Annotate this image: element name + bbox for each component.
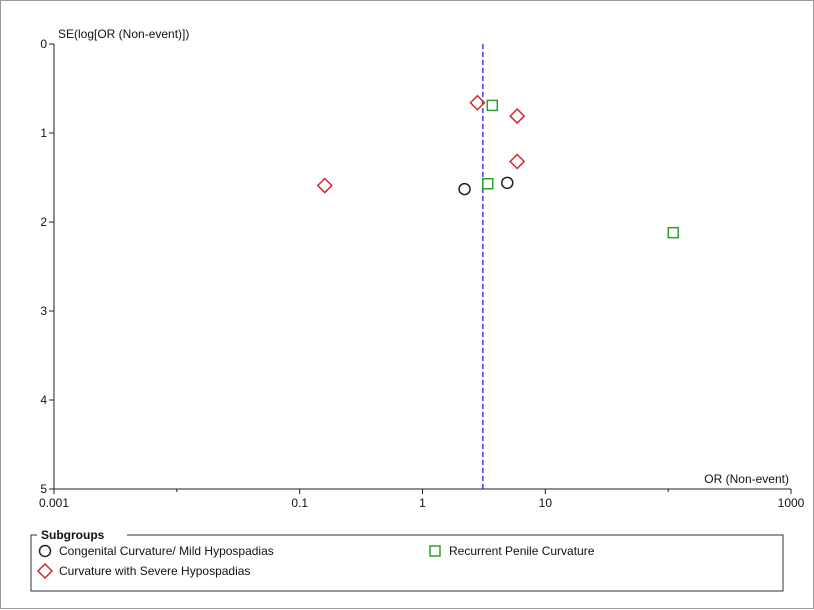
y-tick-label: 4 [40,393,47,407]
x-tick-label: 0.1 [291,496,308,510]
x-tick-label: 0.001 [39,496,69,510]
data-point-diamond [509,153,526,170]
legend-label: Congenital Curvature/ Mild Hypospadias [59,544,274,558]
legend-label: Recurrent Penile Curvature [449,544,595,558]
x-tick-label: 10 [539,496,553,510]
data-point-circle [458,182,471,196]
axes-group: 0 1 2 3 4 50.001 0.1 1 10 1000 SE(log[OR (Non-even… [39,27,805,510]
y-tick-label: 5 [40,482,47,496]
y-tick-label: 3 [40,304,47,318]
legend-title-bg [37,527,127,541]
legend-marker-circle [38,544,52,558]
data-points-group [316,94,680,239]
data-point-circle [501,176,514,190]
data-point-square [667,226,680,239]
x-axis-label: OR (Non-event) [704,472,789,486]
y-tick-label: 2 [40,215,47,229]
y-tick-label: 0 [40,37,47,51]
legend-group: Subgroups Congenital Curvature/ Mild Hypo… [30,527,784,592]
x-tick-label: 1 [419,496,426,510]
legend-title: Subgroups [41,528,105,542]
legend-label: Curvature with Severe Hypospadias [59,564,250,578]
legend-box [30,534,784,592]
data-point-diamond [316,177,333,194]
x-tick-label: 1000 [778,496,805,510]
data-point-square [482,177,494,190]
legend-marker-diamond [36,562,54,580]
y-tick-label: 1 [40,126,47,140]
y-axis-label: SE(log[OR (Non-event)]) [58,27,189,41]
data-point-diamond [509,108,526,125]
legend-marker-square [429,545,441,557]
data-point-diamond [469,94,486,111]
data-point-square [486,99,499,112]
